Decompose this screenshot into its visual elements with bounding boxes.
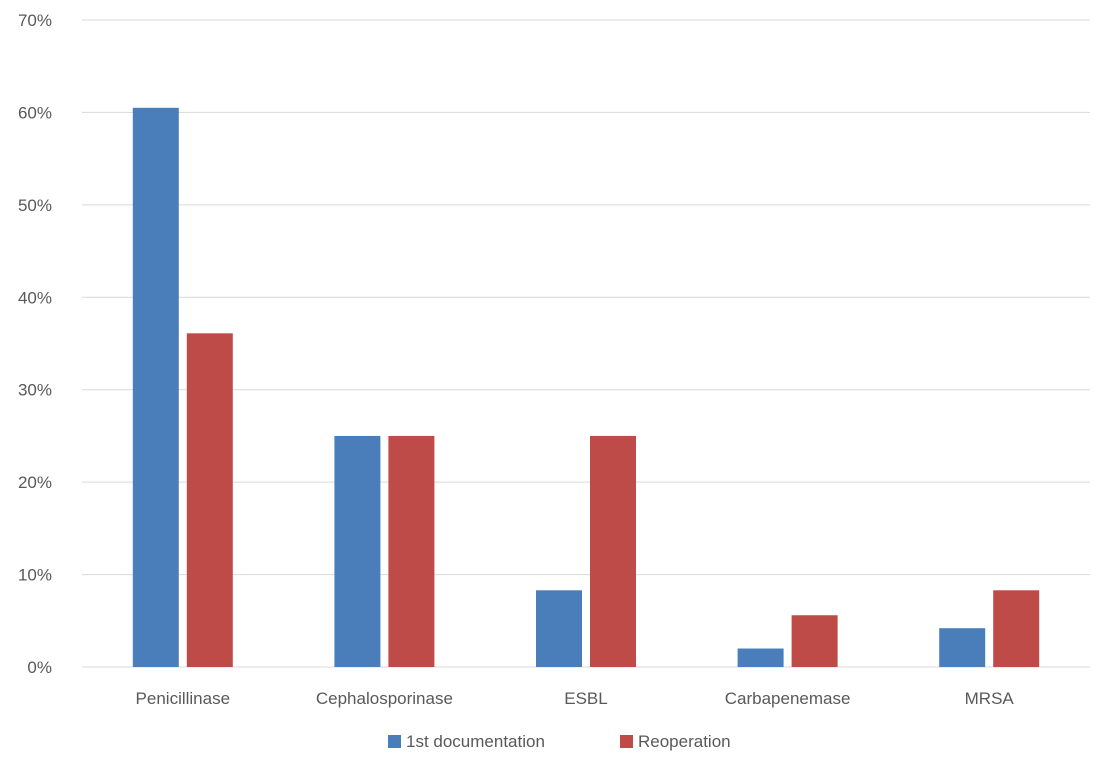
bar-mrsa-series-1 — [939, 628, 986, 667]
y-tick-label: 20% — [18, 473, 52, 492]
bar-penicillinase-series-1 — [132, 107, 179, 668]
bar-cephalosporinase-series-2 — [388, 435, 435, 667]
x-category-label: Carbapenemase — [725, 689, 851, 708]
bar-carbapenemase-series-2 — [791, 615, 838, 667]
legend-label: Reoperation — [638, 732, 731, 751]
y-tick-label: 50% — [18, 196, 52, 215]
bar-carbapenemase-series-1 — [737, 648, 784, 667]
bar-cephalosporinase-series-1 — [334, 435, 381, 667]
x-category-label: Cephalosporinase — [316, 689, 453, 708]
legend-swatch — [620, 735, 633, 748]
legend-swatch — [388, 735, 401, 748]
bar-esbl-series-2 — [590, 435, 636, 667]
y-tick-label: 60% — [18, 103, 52, 122]
x-category-label: ESBL — [564, 689, 607, 708]
y-tick-label: 10% — [18, 566, 52, 585]
bar-penicillinase-series-2 — [186, 333, 233, 667]
x-category-label: MRSA — [965, 689, 1015, 708]
x-category-label: Penicillinase — [136, 689, 231, 708]
y-tick-label: 40% — [18, 288, 52, 307]
y-tick-label: 70% — [18, 11, 52, 30]
y-tick-label: 0% — [27, 658, 52, 677]
y-axis-tick-labels: 0% 10% 20% 30% 40% 50% 60% 70% — [18, 11, 52, 677]
bars — [132, 107, 1040, 668]
bar-mrsa-series-2 — [993, 590, 1040, 667]
bar-esbl-series-1 — [536, 590, 582, 667]
x-axis-category-labels: Penicillinase Cephalosporinase ESBL Carbape… — [136, 689, 1015, 708]
y-tick-label: 30% — [18, 381, 52, 400]
legend-label: 1st documentation — [406, 732, 545, 751]
legend: 1st documentation Reoperation — [388, 732, 731, 751]
gridlines — [82, 19, 1090, 668]
